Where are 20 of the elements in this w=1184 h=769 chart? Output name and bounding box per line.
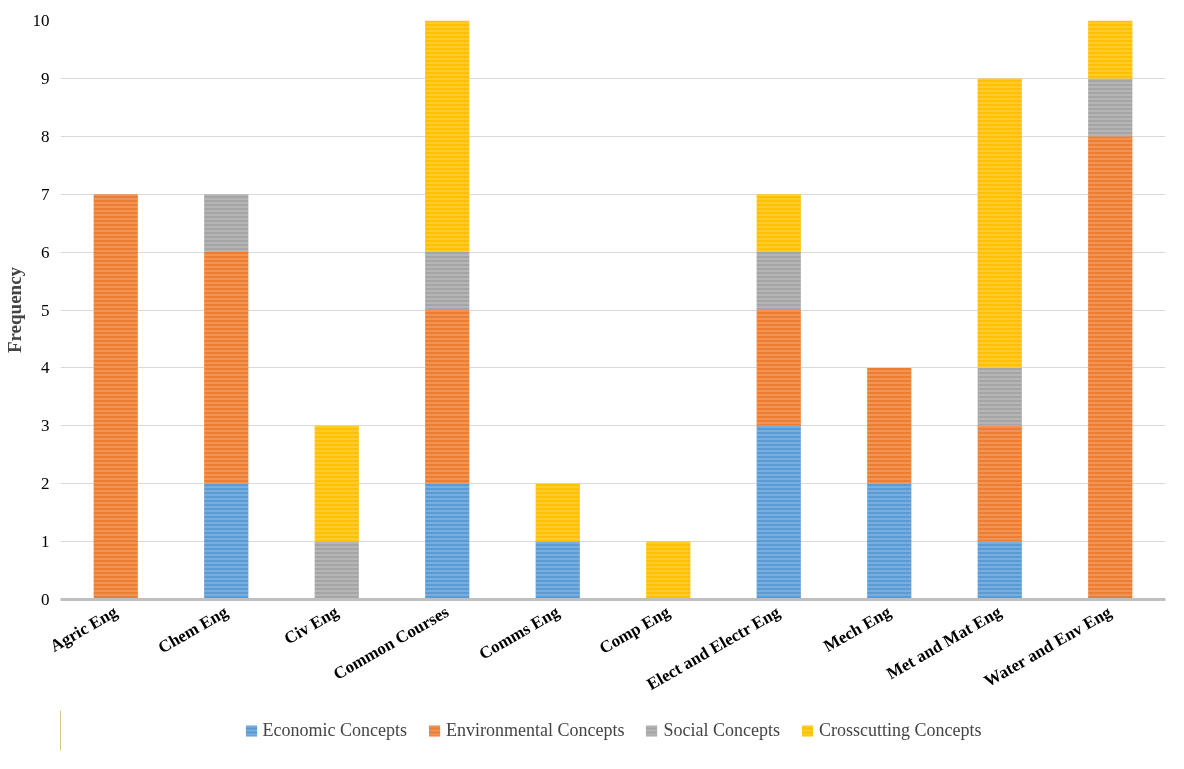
y-tick-label: 6: [41, 242, 50, 262]
y-tick-label: 5: [41, 300, 50, 320]
x-tick-label: Chem Eng: [154, 602, 232, 658]
y-axis-title: Frequency: [3, 266, 25, 354]
y-tick-label: 10: [32, 11, 50, 30]
y-tick-label: 9: [41, 68, 50, 88]
legend-label: Crosscutting Concepts: [818, 719, 982, 741]
y-tick-label: 2: [41, 474, 50, 494]
legend-label: Environmental Concepts: [446, 719, 625, 741]
y-tick-label: 8: [41, 126, 50, 146]
y-tick-label: 0: [41, 590, 50, 609]
legend-label: Economic Concepts: [262, 719, 408, 741]
x-tick-label: Civ Eng: [280, 602, 342, 649]
legend-label: Social Concepts: [663, 719, 780, 741]
x-tick-label: Comp Eng: [596, 602, 674, 658]
y-tick-label: 4: [41, 358, 50, 378]
x-tick-label: Mech Eng: [820, 602, 895, 656]
y-tick-label: 1: [41, 532, 50, 552]
y-tick-label: 3: [41, 416, 50, 436]
y-tick-label: 7: [41, 184, 50, 204]
